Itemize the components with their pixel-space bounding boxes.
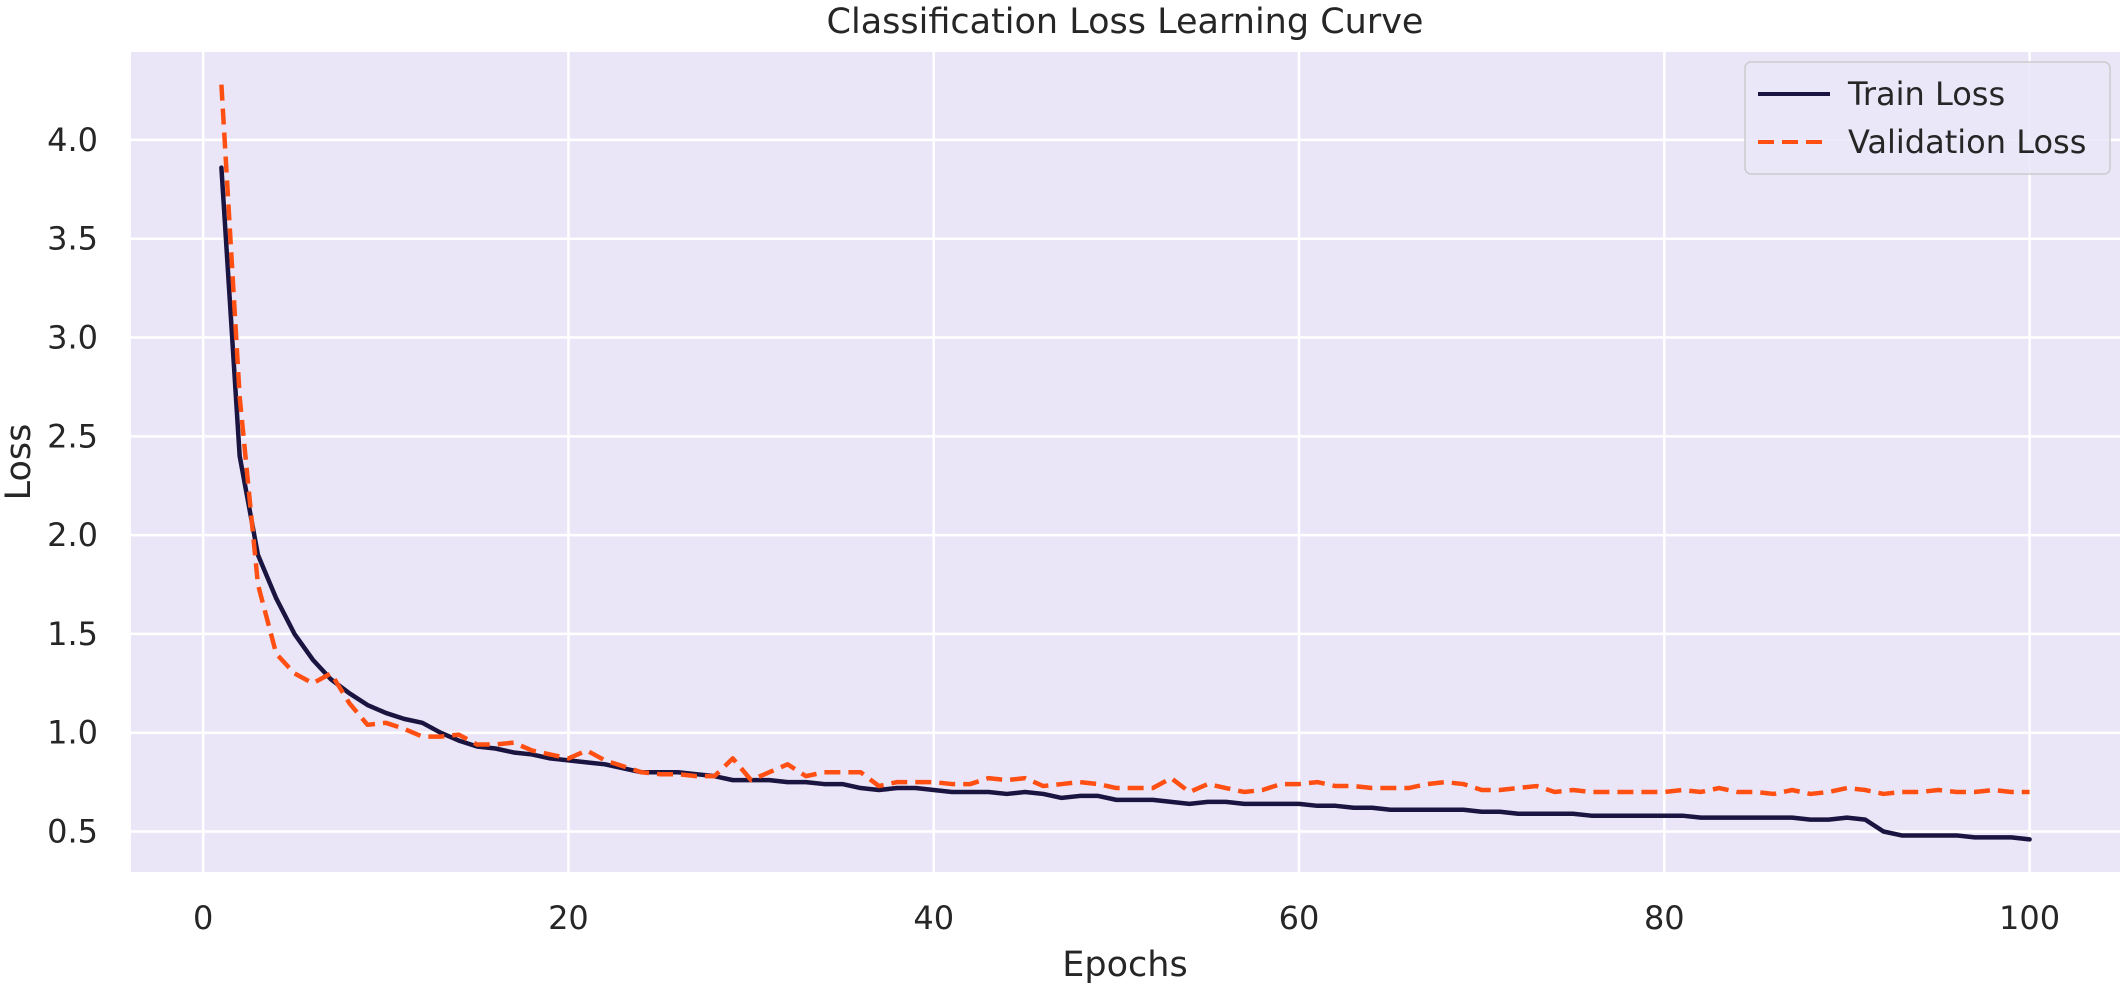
- legend-label-train-loss: Train Loss: [1847, 75, 2005, 113]
- x-tick-label: 80: [1644, 899, 1685, 937]
- x-tick-label: 60: [1279, 899, 1320, 937]
- x-tick-label: 40: [913, 899, 954, 937]
- plot-area: [131, 52, 2120, 872]
- tick-labels: 0 20 40 60 80 100 0.5 1.0 1.5 2.0 2.5 3.0 3.5 4.0: [47, 121, 2060, 937]
- y-axis-title: Loss: [0, 424, 39, 501]
- chart-title: Classification Loss Learning Curve: [827, 2, 1424, 42]
- y-tick-label: 2.0: [47, 516, 98, 554]
- y-tick-label: 1.0: [47, 714, 98, 752]
- y-tick-label: 4.0: [47, 121, 98, 159]
- series-line-train-loss: [219, 165, 2032, 842]
- x-axis-title: Epochs: [1062, 945, 1187, 985]
- x-tick-label: 0: [193, 899, 213, 937]
- legend: Train Loss Validation Loss: [1744, 61, 2111, 175]
- y-tick-label: 3.5: [47, 220, 98, 258]
- y-tick-label: 3.0: [47, 319, 98, 357]
- x-tick-label: 100: [1999, 899, 2060, 937]
- grid-lines: [131, 52, 2120, 872]
- legend-box: [1744, 61, 2111, 175]
- series-lines: [219, 84, 2032, 842]
- series-line-validation-loss: [219, 84, 2030, 797]
- y-tick-label: 2.5: [47, 417, 98, 455]
- y-tick-label: 1.5: [47, 615, 98, 653]
- legend-label-validation-loss: Validation Loss: [1848, 123, 2086, 161]
- y-tick-label: 0.5: [47, 812, 98, 850]
- x-tick-label: 20: [548, 899, 589, 937]
